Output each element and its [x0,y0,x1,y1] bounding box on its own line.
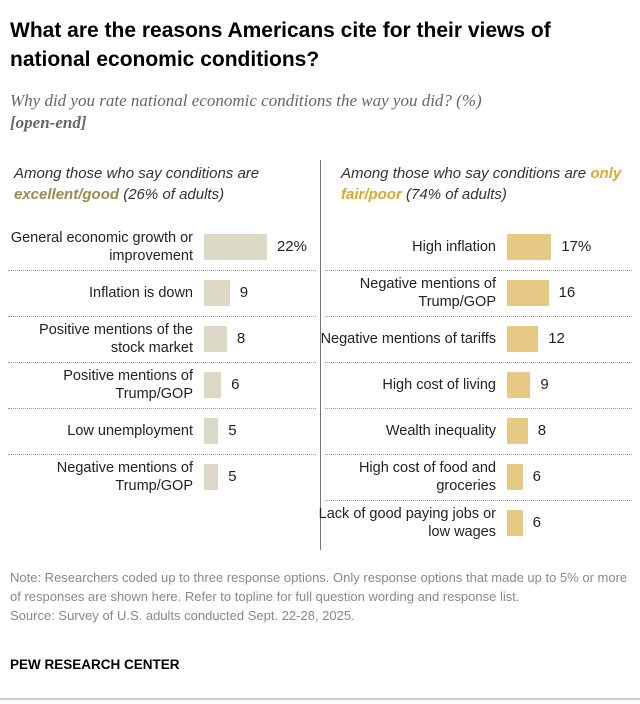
left-value-label: 6 [231,376,240,393]
left-value-label: 5 [228,468,237,485]
left-value-label: 8 [236,330,246,347]
right-category-label: Wealth inequality [385,423,496,439]
subtitle-question: Why did you rate national economic condi… [10,91,482,110]
right-panel-header: Among those who say conditions are only … [341,163,631,205]
left-category-label: Positive mentions of Trump/GOP [63,368,193,402]
right-value-label: 6 [532,514,541,531]
left-value-label: 9 [239,284,249,301]
left-category-label: Negative mentions of Trump/GOP [56,460,193,494]
bottom-rule [0,698,640,700]
row-separator [8,270,316,271]
left-category-label: General economic growth or improvement [10,230,193,264]
right-value-label: 17% [561,238,592,255]
right-value-label: 9 [540,376,549,393]
row-separator [8,454,316,455]
row-separator [8,316,316,317]
left-category-label: Inflation is down [89,285,193,301]
right-header-highlight: only fair/poor [341,165,622,203]
chart-title: What are the reasons Americans cite for … [10,19,551,71]
left-header-highlight: excellent/good [14,186,120,203]
row-separator [325,270,632,271]
right-header-prefix: Among those who say conditions are [341,165,587,182]
left-header-suffix: (26% of adults) [123,186,225,203]
right-bar [507,510,523,536]
left-value-label: 5 [228,422,237,439]
right-bar [507,280,549,306]
right-bar [507,464,523,490]
right-value-label: 8 [537,422,547,439]
right-value-label: 16 [558,284,576,301]
pew-logo: PEW RESEARCH CENTER [10,657,180,672]
right-category-label: Negative mentions of Trump/GOP [359,276,496,310]
row-separator [325,362,632,363]
left-bar [204,372,222,398]
left-header-prefix: Among those who say conditions are [14,165,260,182]
chart-subtitle: Why did you rate national economic condi… [10,90,630,134]
right-value-label: 6 [532,468,541,485]
note-text: Note: Researchers coded up to three resp… [10,570,628,604]
left-bar [204,464,219,490]
right-bar [507,234,552,260]
source-text: Source: Survey of U.S. adults conducted … [10,608,355,623]
right-value-label: 12 [548,330,565,347]
left-panel-header: Among those who say conditions are excel… [14,163,304,205]
row-separator [325,316,632,317]
row-separator [8,362,316,363]
right-category-label: High inflation [412,239,496,255]
footnote: Note: Researchers coded up to three resp… [10,568,630,625]
panel-divider [320,160,321,550]
subtitle-tag: [open-end] [10,113,87,132]
right-bar [507,372,531,398]
left-bar [204,326,227,352]
left-bar [204,418,219,444]
left-value-label: 22% [276,238,307,255]
right-header-suffix: (74% of adults) [406,186,507,203]
row-separator [325,408,632,409]
left-category-label: Low unemployment [67,423,193,439]
left-bar [204,280,230,306]
right-bar [507,418,528,444]
right-category-label: High cost of food and groceries [358,460,496,494]
right-bar [507,326,539,352]
row-separator [325,454,632,455]
right-category-label: Negative mentions of tariffs [320,331,496,347]
row-separator [325,500,632,501]
right-category-label: Lack of good paying jobs or low wages [318,506,496,540]
row-separator [8,408,316,409]
right-category-label: High cost of living [382,377,496,393]
left-category-label: Positive mentions of the stock market [39,322,193,356]
left-bar [204,234,267,260]
